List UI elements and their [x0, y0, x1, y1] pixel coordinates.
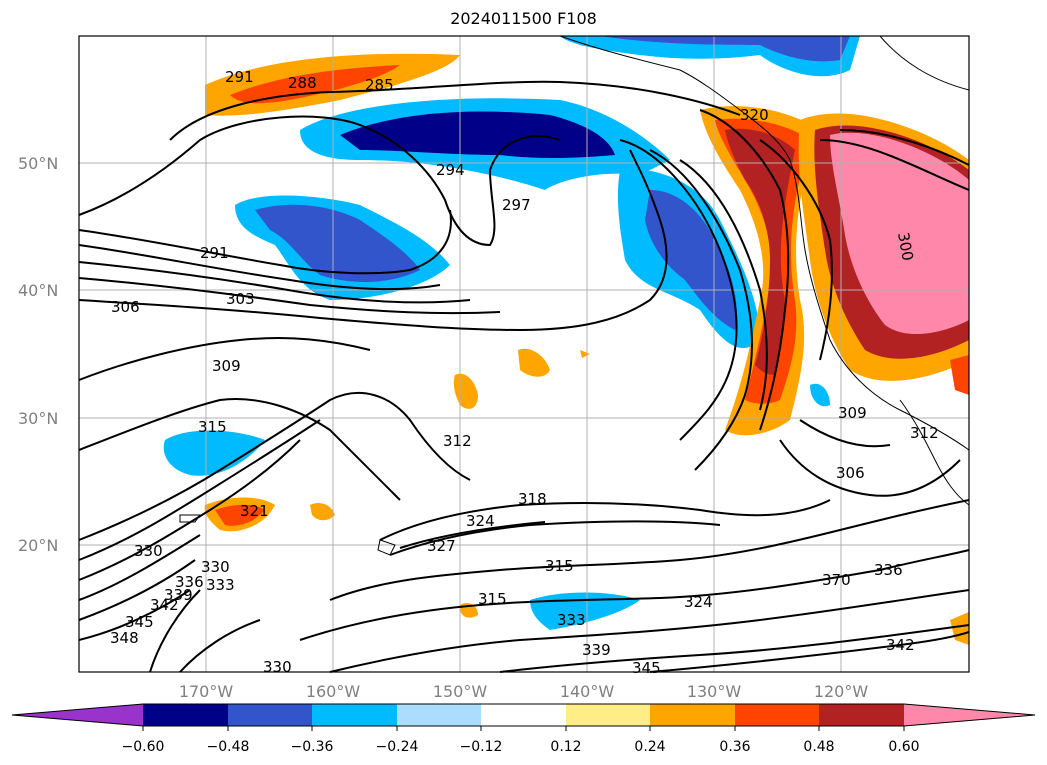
colorbar-tick-label: 0.60	[888, 739, 919, 755]
positive-anomaly-blob-3-core	[215, 504, 265, 526]
contour-label: 291	[225, 68, 254, 86]
negative-anomaly-core-northeast	[600, 36, 850, 62]
lat-label: 20°N	[18, 536, 58, 555]
positive-anomaly-blob-4	[310, 503, 335, 521]
lon-label: 150°W	[433, 682, 488, 701]
colorbar-segment	[228, 704, 312, 726]
colorbar-tick-label: −0.12	[460, 739, 503, 755]
colorbar-ticks	[142, 726, 905, 731]
negative-anomaly-patch-se	[810, 383, 830, 407]
colorbar-tick-label: 0.24	[634, 739, 665, 755]
contour-label: 306	[836, 464, 865, 482]
colorbar-segment	[819, 704, 904, 726]
lat-label: 40°N	[18, 281, 58, 300]
contour-label: 291	[200, 244, 229, 262]
contour-label: 285	[365, 76, 394, 94]
contour-label: 321	[240, 502, 269, 520]
contour-label: 330	[263, 658, 292, 676]
longitude-labels: 170°W 160°W 150°W 140°W 130°W 120°W	[179, 682, 869, 701]
map-title: 2024011500 F108	[450, 9, 597, 28]
contour-label: 333	[206, 576, 235, 594]
lon-label: 170°W	[179, 682, 234, 701]
colorbar-right-extension	[904, 704, 1035, 726]
contour-label: 324	[684, 593, 713, 611]
contour-label: 312	[443, 432, 472, 450]
colorbar-tick-label: 0.36	[719, 739, 750, 755]
contour-label: 327	[427, 537, 456, 555]
contour-label: 315	[545, 557, 574, 575]
colorbar-tick-label: −0.36	[291, 739, 334, 755]
map-frame	[78, 35, 970, 673]
positive-anomaly-blob-2	[518, 348, 550, 377]
contour-label: 342	[150, 596, 179, 614]
contour-label: 309	[212, 357, 241, 375]
contour-label: 315	[198, 418, 227, 436]
lat-label: 30°N	[18, 409, 58, 428]
negative-anomaly-patch-s	[530, 592, 640, 630]
contour-label: 309	[838, 404, 867, 422]
contour-label: 370	[822, 571, 851, 589]
height-contours	[78, 80, 970, 673]
colorbar-segment	[397, 704, 481, 726]
colorbar-segment	[566, 704, 650, 726]
negative-anomaly-core-north	[340, 111, 615, 159]
lat-label: 50°N	[18, 154, 58, 173]
contour-label: 345	[125, 613, 154, 631]
contour-label: 336	[874, 561, 903, 579]
negative-anomaly-patch-sw	[163, 430, 265, 476]
colorbar-tick-label: 0.48	[803, 739, 834, 755]
contour-label: 333	[557, 611, 586, 629]
positive-anomaly-blob-5	[580, 350, 590, 358]
colorbar-left-extension	[12, 704, 143, 726]
contour-label: 303	[226, 290, 255, 308]
contour-label: 339	[582, 641, 611, 659]
contour-label: 306	[111, 298, 140, 316]
lon-label: 140°W	[560, 682, 615, 701]
colorbar-segment	[650, 704, 735, 726]
contour-label: 318	[518, 490, 547, 508]
colorbar-segment	[312, 704, 397, 726]
contour-label: 288	[288, 74, 317, 92]
contour-label: 342	[886, 636, 915, 654]
contour-label: 345	[632, 659, 661, 677]
contour-label: 294	[436, 161, 465, 179]
contour-label-group: 291 288 285 294 297 320 291 303 306 309 …	[110, 68, 939, 677]
contour-label: 330	[201, 558, 230, 576]
colorbar-segment	[143, 704, 228, 726]
contour-label: 320	[740, 106, 769, 124]
lon-label: 160°W	[306, 682, 361, 701]
lon-label: 130°W	[687, 682, 742, 701]
contour-label: 315	[478, 590, 507, 608]
colorbar-tick-label: −0.24	[376, 739, 419, 755]
latitude-labels: 50°N 40°N 30°N 20°N	[18, 154, 58, 555]
colorbar-segment	[481, 704, 566, 726]
positive-anomaly-core-aleutian	[230, 65, 400, 104]
contour-label: 330	[134, 542, 163, 560]
positive-anomaly-blob-8	[950, 355, 969, 395]
anomaly-fill-layer	[163, 36, 969, 645]
contour-label: 336	[175, 573, 204, 591]
colorbar-tick-label: −0.48	[207, 739, 250, 755]
contour-label: 297	[502, 196, 531, 214]
lon-label: 120°W	[814, 682, 869, 701]
contour-label: 312	[910, 424, 939, 442]
colorbar: −0.60 −0.48 −0.36 −0.24 −0.12 0.12 0.24 …	[11, 703, 1036, 755]
contour-label: 339	[164, 586, 193, 604]
colorbar-tick-label: −0.60	[122, 739, 165, 755]
colorbar-segment	[735, 704, 819, 726]
colorbar-tick-label: 0.12	[550, 739, 581, 755]
contour-label: 300	[894, 231, 917, 262]
contour-label: 348	[110, 629, 139, 647]
colorbar-tick-labels: −0.60 −0.48 −0.36 −0.24 −0.12 0.12 0.24 …	[122, 739, 920, 755]
coastlines	[179, 35, 970, 556]
positive-anomaly-core-continent	[830, 132, 969, 335]
contour-label: 324	[466, 512, 495, 530]
positive-anomaly-core-ridge	[725, 128, 795, 375]
negative-anomaly-core-west	[255, 204, 420, 282]
